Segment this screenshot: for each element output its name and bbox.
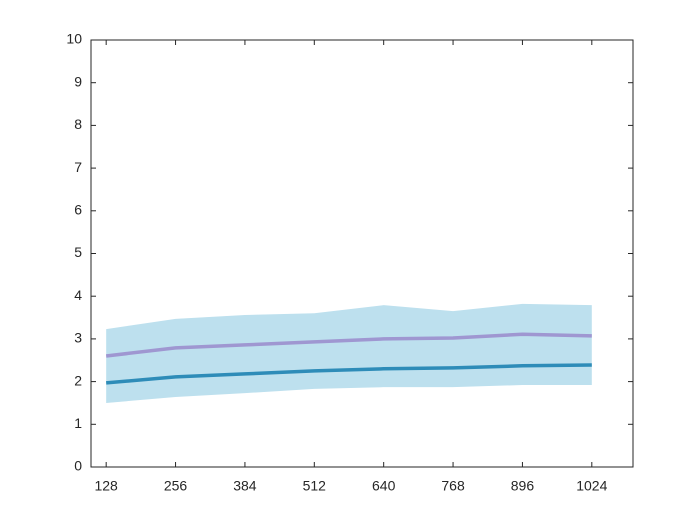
y-tick-label: 7 (74, 159, 82, 175)
y-tick-label: 3 (74, 330, 82, 346)
x-tick-label: 640 (372, 478, 396, 494)
x-tick-label: 896 (511, 478, 535, 494)
x-tick-label: 768 (441, 478, 465, 494)
y-tick-label: 6 (74, 202, 82, 218)
band (106, 303, 592, 403)
x-tick-label: 1024 (576, 478, 607, 494)
y-tick-label: 1 (74, 415, 82, 431)
axes-box (90, 39, 634, 468)
x-tick-label: 512 (303, 478, 327, 494)
y-tick-label: 0 (74, 458, 82, 474)
x-tick-label: 384 (233, 478, 257, 494)
y-tick-label: 2 (74, 372, 82, 388)
y-tick-label: 10 (66, 31, 82, 47)
x-tick-label: 256 (164, 478, 188, 494)
y-tick-label: 5 (74, 244, 82, 260)
line (105, 332, 592, 358)
y-tick-label: 9 (74, 73, 82, 89)
x-tick-label: 128 (94, 478, 118, 494)
y-tick-label: 8 (74, 116, 82, 132)
y-tick-label: 4 (74, 287, 82, 303)
line (106, 363, 592, 385)
